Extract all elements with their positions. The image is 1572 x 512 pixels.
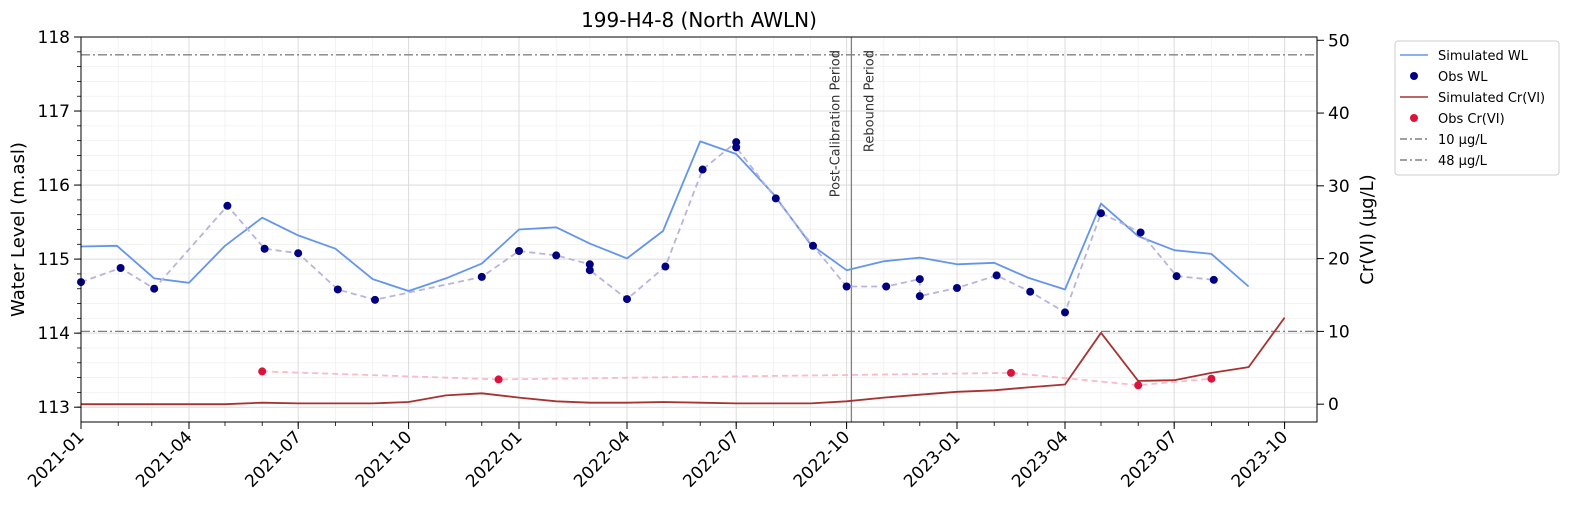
y2-tick-label: 50	[1328, 31, 1350, 51]
y2-axis-title: Cr(VI) (µg/L)	[1357, 174, 1378, 284]
y-tick-label: 117	[38, 102, 70, 122]
threshold-lines	[81, 54, 1317, 333]
data-point	[294, 249, 303, 258]
data-point	[223, 201, 232, 210]
y-axis-title: Water Level (m.asl)	[8, 142, 29, 317]
data-point	[882, 282, 891, 291]
data-point	[915, 275, 924, 284]
data-point	[585, 266, 594, 275]
legend-label: Simulated WL	[1438, 49, 1529, 64]
y2-tick-label: 30	[1328, 177, 1350, 197]
data-point	[915, 292, 924, 301]
series-layer	[77, 138, 1286, 406]
legend-marker	[1410, 114, 1418, 122]
data-point	[842, 282, 851, 291]
data-point	[1209, 275, 1218, 284]
annotation-post-calibration: Post-Calibration Period	[828, 50, 843, 197]
legend: Simulated WL Obs WL Simulated Cr(VI) Obs Cr…	[1394, 40, 1560, 176]
legend-box	[1394, 40, 1560, 176]
data-point	[494, 375, 503, 384]
data-point	[333, 285, 342, 294]
grid	[80, 36, 1317, 422]
data-point	[698, 165, 707, 174]
data-point	[992, 271, 1001, 280]
data-point	[732, 143, 741, 152]
legend-label: 48 µg/L	[1438, 154, 1488, 169]
data-point	[1097, 209, 1105, 218]
data-point	[1136, 228, 1145, 237]
series-connector-3	[262, 370, 1212, 387]
annotation-rebound: Rebound Period	[862, 50, 877, 152]
data-point	[1207, 374, 1216, 383]
y-tick-label: 116	[38, 176, 70, 196]
data-point	[371, 295, 379, 304]
data-point	[1134, 381, 1143, 390]
y2-tick-label: 40	[1328, 104, 1350, 124]
legend-label: Obs Cr(VI)	[1438, 112, 1505, 127]
data-point	[477, 272, 486, 281]
y-tick-label: 114	[38, 324, 70, 344]
data-point	[260, 244, 269, 253]
legend-label: Obs WL	[1438, 70, 1488, 85]
data-point	[515, 246, 523, 255]
y-tick-label: 115	[38, 250, 70, 270]
legend-label: 10 µg/L	[1438, 133, 1488, 148]
data-point	[953, 283, 961, 292]
y2-tick-label: 20	[1328, 250, 1350, 270]
data-point	[1061, 308, 1069, 317]
y2-tick-label: 0	[1328, 395, 1339, 415]
data-point	[116, 264, 125, 272]
data-point	[585, 260, 594, 269]
legend-label: Simulated Cr(VI)	[1438, 91, 1545, 106]
data-point	[661, 262, 670, 271]
data-point	[1007, 368, 1015, 377]
data-point	[809, 241, 817, 250]
data-point	[623, 295, 631, 304]
series-line-0	[80, 140, 1250, 292]
chart-title: 199-H4-8 (North AWLN)	[581, 8, 817, 32]
legend-marker	[1410, 72, 1418, 80]
data-point	[258, 367, 267, 376]
y2-tick-label: 10	[1328, 322, 1350, 342]
y-tick-label: 113	[38, 398, 70, 418]
series-line-2	[81, 317, 1286, 406]
data-point	[552, 251, 561, 260]
data-point	[1026, 287, 1035, 296]
series-connector-1	[80, 140, 1214, 314]
y-tick-label: 118	[38, 28, 70, 48]
data-point	[150, 284, 159, 293]
data-point	[771, 194, 780, 203]
data-point	[1172, 272, 1181, 281]
